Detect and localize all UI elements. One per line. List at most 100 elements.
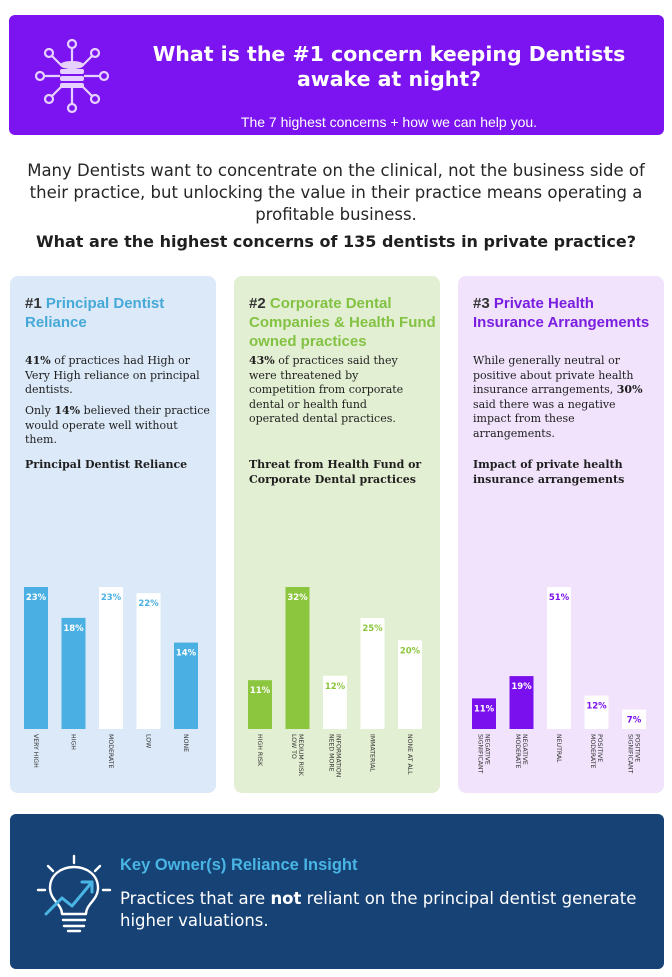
data-label: 11%	[250, 686, 271, 696]
category-label: SIGNIFICANTNEGATIVE	[477, 734, 491, 774]
bar-significant-negative	[472, 698, 496, 729]
category-label-line: POSITIVE	[596, 734, 603, 762]
category-label-line: HIGH RISK	[256, 734, 263, 767]
category-label-line: NEGATIVE	[521, 734, 528, 765]
insight-title: Key Owner(s) Reliance Insight	[120, 856, 358, 874]
stat-strong: 14%	[54, 404, 81, 417]
category-label-line: VERY HIGH	[32, 734, 39, 768]
bar-moderate	[99, 587, 123, 729]
lightbulb-growth-icon	[36, 854, 112, 933]
panel-paragraph: 43% of practices said they were threaten…	[249, 354, 419, 427]
database-network-icon	[34, 38, 110, 114]
category-label: NEED MOREINFORMATION	[328, 734, 342, 778]
bar-low-to-medium-risk	[285, 587, 310, 729]
category-label: LOW TOMEDIUM RISK	[290, 734, 304, 777]
data-label: 20%	[400, 646, 421, 656]
stat-text: While generally neutral or positive abou…	[473, 354, 634, 396]
insight-text: Practices that are not reliant on the pr…	[120, 888, 640, 932]
section-question: What are the highest concerns of 135 den…	[35, 232, 637, 251]
data-label: 22%	[138, 599, 159, 609]
category-label: IMMATERIAL	[369, 734, 376, 772]
data-label: 23%	[101, 593, 122, 603]
category-label-line: INFORMATION	[335, 734, 342, 778]
data-label: 18%	[63, 624, 84, 634]
data-label: 11%	[474, 704, 495, 714]
category-label-line: NEED MORE	[328, 734, 335, 772]
chart-title: Threat from Health Fund or Corporate Den…	[249, 458, 422, 486]
chart-principal-reliance: 23% VERY HIGH 18% HIGH 23% MODERATE 22% LOW 14% N…	[24, 587, 198, 768]
data-label: 12%	[325, 682, 346, 692]
category-label: HIGH	[70, 734, 77, 750]
category-label-line: SIGNIFICANT	[477, 734, 484, 774]
data-label: 32%	[287, 593, 308, 603]
category-label-line: SIGNIFICANT	[627, 734, 634, 774]
panel-paragraph: 41% of practices had High or Very High r…	[25, 354, 211, 398]
intro-text: Many Dentists want to concentrate on the…	[27, 161, 645, 224]
bar-low	[136, 593, 161, 729]
insight-card: Key Owner(s) Reliance Insight Practices …	[10, 814, 664, 969]
stat-strong: 43%	[249, 354, 275, 367]
bar-need-more-information	[323, 675, 347, 729]
category-label-line: MEDIUM RISK	[297, 734, 304, 777]
panel-paragraph: While generally neutral or positive abou…	[473, 354, 653, 441]
chart-insurance-impact: 11%SIGNIFICANTNEGATIVE19%MODERATENEGATIV…	[472, 587, 646, 774]
panel-title: #3 Private Health Insurance Arrangements	[473, 294, 663, 332]
bar-high-risk	[248, 680, 272, 729]
bar-moderate-positive	[584, 695, 609, 729]
category-label: MODERATEPOSITIVE	[589, 734, 603, 768]
category-label-line: NEGATIVE	[484, 734, 491, 765]
insight-text-part: reliant on the principal dentist generat…	[120, 889, 637, 930]
bar-immaterial	[360, 618, 385, 729]
bar-very-high	[24, 587, 48, 729]
data-label: 19%	[511, 682, 532, 692]
category-label: LOW	[145, 734, 152, 748]
data-label: 23%	[26, 593, 47, 603]
category-label-line: NONE AT ALL	[406, 734, 413, 775]
category-label-line: MODERATE	[107, 734, 114, 768]
chart-title: Principal Dentist Reliance	[25, 458, 188, 471]
stat-text: of practices had High or Very High relia…	[25, 354, 200, 396]
category-label: MODERATENEGATIVE	[514, 734, 528, 768]
panel-title: #2 Corporate Dental Companies & Health F…	[249, 294, 439, 351]
page-subtitle: The 7 highest concerns + how we can help…	[240, 114, 538, 130]
category-label-line: HIGH	[70, 734, 77, 750]
panel-number: #2	[249, 295, 266, 312]
category-label: NONE AT ALL	[406, 734, 413, 775]
concern-panel-2: #2 Corporate Dental Companies & Health F…	[234, 276, 440, 793]
bar-neutral	[547, 587, 571, 729]
stat-strong: 30%	[616, 383, 643, 396]
chart-title: Impact of private health insurance arran…	[473, 458, 625, 486]
data-label: 51%	[549, 593, 570, 603]
category-label-line: NONE	[182, 734, 189, 752]
stat-text: said there was a negative impact from th…	[473, 397, 616, 440]
panel-number: #1	[25, 295, 42, 312]
insight-text-part: Practices that are	[120, 889, 271, 908]
data-label: 7%	[627, 716, 642, 726]
insight-text-strong: not	[270, 889, 302, 908]
category-label: NEUTRAL	[555, 734, 562, 763]
stat-text: Only	[25, 404, 55, 417]
data-label: 14%	[176, 649, 197, 659]
data-label: 12%	[586, 702, 607, 712]
panel-number: #3	[473, 295, 490, 312]
category-label-line: MODERATE	[589, 734, 596, 768]
panel-title-text: Corporate Dental Companies & Health Fund…	[249, 295, 436, 350]
stat-text: believed their practice would operate we…	[25, 404, 210, 446]
category-label: VERY HIGH	[32, 734, 39, 768]
panel-title-text: Private Health Insurance Arrangements	[473, 295, 650, 331]
bar-high	[61, 617, 86, 729]
category-label: NONE	[182, 734, 189, 752]
data-label: 25%	[362, 624, 383, 634]
category-label: HIGH RISK	[256, 734, 263, 767]
category-label-line: NEUTRAL	[555, 734, 562, 763]
panel-title: #1 Principal Dentist Reliance	[25, 294, 215, 332]
category-label-line: IMMATERIAL	[369, 734, 376, 772]
category-label-line: LOW	[145, 734, 152, 748]
bar-moderate-negative	[509, 676, 534, 729]
concern-panel-3: #3 Private Health Insurance Arrangements…	[458, 276, 664, 793]
panel-title-text: Principal Dentist Reliance	[25, 295, 165, 331]
bar-none-at-all	[398, 640, 422, 729]
stat-strong: 41%	[25, 354, 51, 367]
category-label-line: MODERATE	[514, 734, 521, 768]
category-label: MODERATE	[107, 734, 114, 768]
